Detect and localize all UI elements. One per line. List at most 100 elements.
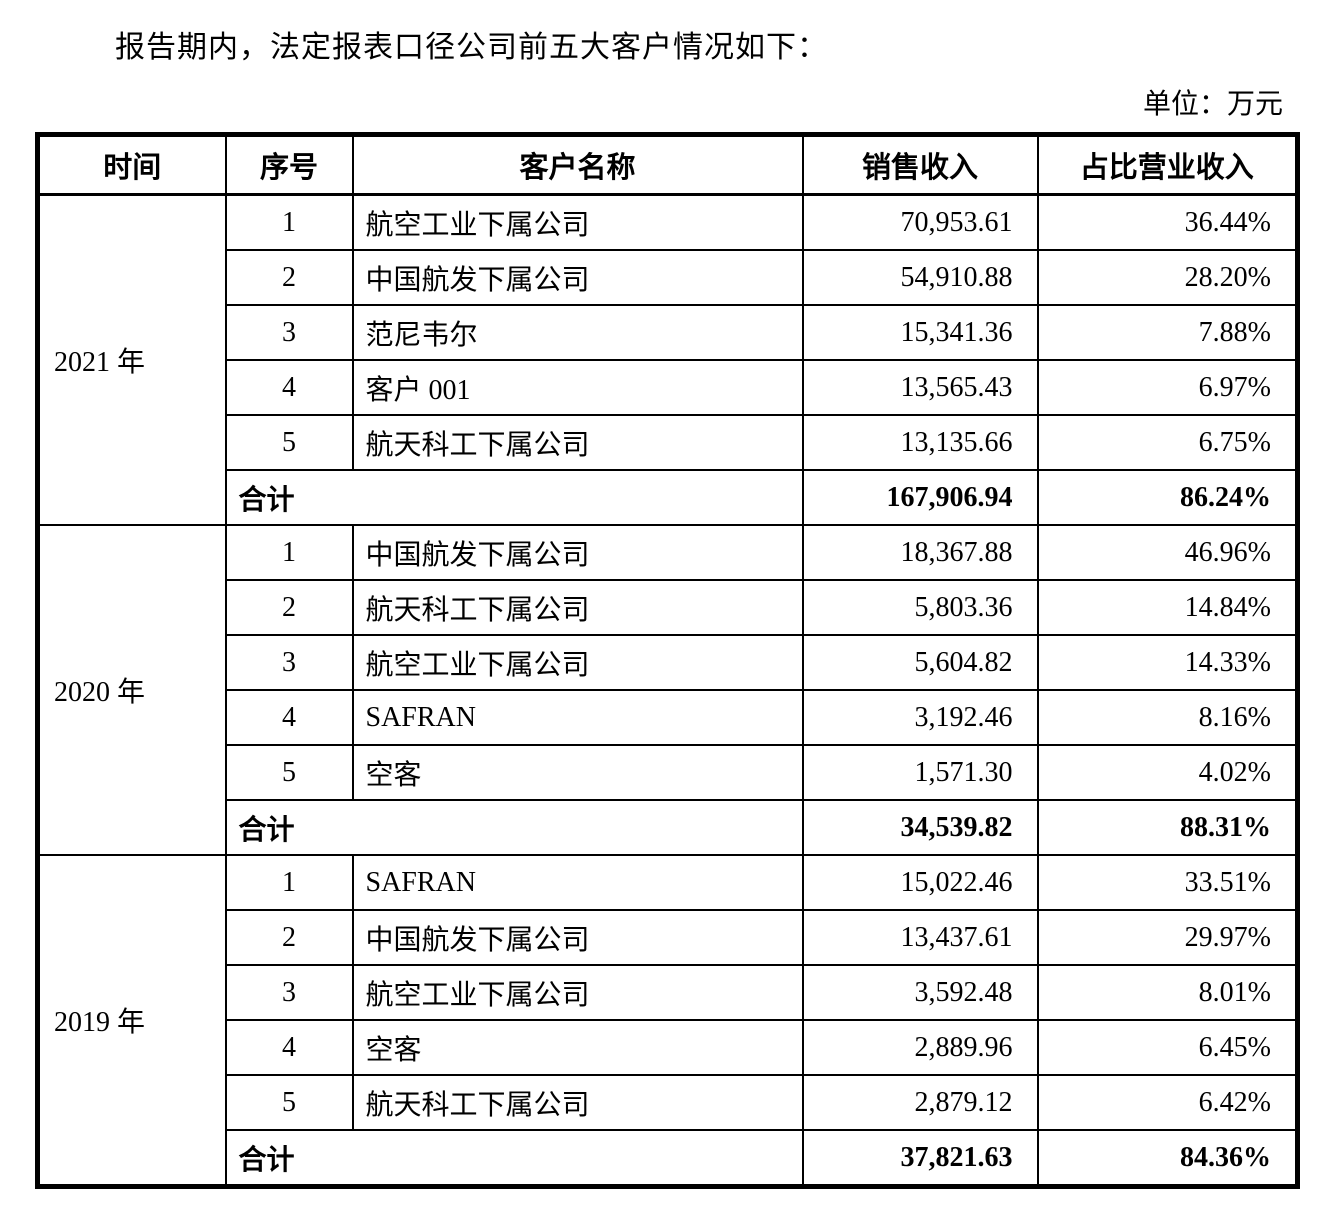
revenue-cell: 54,910.88 (801, 249, 1039, 306)
revenue-share-cell: 8.01% (1036, 964, 1299, 1021)
total-revenue-cell: 37,821.63 (801, 1129, 1039, 1188)
revenue-share-cell: 6.97% (1036, 359, 1299, 416)
customer-name-cell: 空客 (351, 744, 804, 801)
revenue-share-cell: 8.16% (1036, 689, 1299, 746)
unit-label: 单位：万元 (1142, 89, 1283, 120)
rank-cell: 3 (224, 634, 354, 691)
table-header-row: 时间 序号 客户名称 销售收入 占比营业收入 (36, 133, 1299, 196)
total-row: 合计 34,539.82 88.31% (38, 799, 1299, 856)
column-header-share: 占比营业收入 (1036, 133, 1299, 196)
top-customers-table: 时间 序号 客户名称 销售收入 占比营业收入 2021 年 1 航空工业下属公司 70… (35, 132, 1300, 1189)
column-header-revenue: 销售收入 (801, 133, 1039, 196)
revenue-cell: 3,192.46 (801, 689, 1039, 746)
revenue-share-cell: 36.44% (1036, 193, 1299, 251)
customer-name-cell: 航天科工下属公司 (351, 579, 804, 636)
customer-name-cell: 航空工业下属公司 (351, 634, 804, 691)
column-header-rank: 序号 (224, 133, 354, 196)
revenue-cell: 3,592.48 (801, 964, 1039, 1021)
revenue-cell: 18,367.88 (801, 524, 1039, 581)
table-row: 3 航空工业下属公司 3,592.48 8.01% (38, 964, 1299, 1021)
revenue-share-cell: 7.88% (1036, 304, 1299, 361)
table-row: 2020 年 1 中国航发下属公司 18,367.88 46.96% (36, 524, 1299, 856)
rank-cell: 2 (224, 579, 354, 636)
customer-name-cell: 中国航发下属公司 (351, 524, 804, 581)
table-row: 3 航空工业下属公司 5,604.82 14.33% (38, 634, 1299, 691)
customer-name-cell: 中国航发下属公司 (351, 909, 804, 966)
rank-cell: 4 (224, 359, 354, 416)
rank-cell: 3 (224, 964, 354, 1021)
rank-cell: 2 (224, 249, 354, 306)
rank-cell: 5 (224, 744, 354, 801)
total-revenue-cell: 34,539.82 (801, 799, 1039, 856)
table-row: 2019 年 1 SAFRAN 15,022.46 33.51% (36, 854, 1299, 1188)
customer-name-cell: 范尼韦尔 (351, 304, 804, 361)
table-row: 5 航天科工下属公司 2,879.12 6.42% (38, 1074, 1299, 1131)
revenue-share-cell: 28.20% (1036, 249, 1299, 306)
rank-cell: 5 (224, 1074, 354, 1131)
rank-cell: 4 (224, 689, 354, 746)
customer-name-cell: 航空工业下属公司 (351, 964, 804, 1021)
table-body: 2021 年 1 航空工业下属公司 70,953.61 36.44% 2 中国航发下属公司 5… (36, 193, 1299, 1188)
total-revenue-cell: 167,906.94 (801, 469, 1039, 526)
table-row: 2021 年 1 航空工业下属公司 70,953.61 36.44% (36, 193, 1299, 526)
revenue-cell: 13,565.43 (801, 359, 1039, 416)
rank-cell: 1 (224, 854, 354, 911)
rank-cell: 5 (224, 414, 354, 471)
revenue-share-cell: 6.75% (1036, 414, 1299, 471)
customer-name-cell: 航天科工下属公司 (351, 414, 804, 471)
revenue-cell: 5,604.82 (801, 634, 1039, 691)
revenue-share-cell: 14.33% (1036, 634, 1299, 691)
column-header-period: 时间 (36, 133, 227, 196)
table-row: 4 客户 001 13,565.43 6.97% (38, 359, 1299, 416)
table-row: 5 航天科工下属公司 13,135.66 6.75% (38, 414, 1299, 471)
revenue-share-cell: 14.84% (1036, 579, 1299, 636)
revenue-cell: 70,953.61 (801, 193, 1039, 251)
period-cell: 2021 年 (36, 193, 227, 526)
total-label-cell: 合计 (224, 1129, 804, 1188)
table-row: 4 SAFRAN 3,192.46 8.16% (38, 689, 1299, 746)
revenue-share-cell: 6.42% (1036, 1074, 1299, 1131)
rank-cell: 3 (224, 304, 354, 361)
revenue-cell: 5,803.36 (801, 579, 1039, 636)
total-share-cell: 86.24% (1036, 469, 1299, 526)
revenue-share-cell: 4.02% (1036, 744, 1299, 801)
total-label-cell: 合计 (224, 799, 804, 856)
table-row: 4 空客 2,889.96 6.45% (38, 1019, 1299, 1076)
revenue-share-cell: 6.45% (1036, 1019, 1299, 1076)
table-row: 2 中国航发下属公司 54,910.88 28.20% (38, 249, 1299, 306)
revenue-cell: 1,571.30 (801, 744, 1039, 801)
total-share-cell: 84.36% (1036, 1129, 1299, 1188)
rank-cell: 1 (224, 524, 354, 581)
revenue-share-cell: 46.96% (1036, 524, 1299, 581)
period-cell: 2020 年 (36, 524, 227, 856)
customer-name-cell: SAFRAN (351, 689, 804, 746)
table-row: 3 范尼韦尔 15,341.36 7.88% (38, 304, 1299, 361)
revenue-cell: 13,135.66 (801, 414, 1039, 471)
customer-name-cell: 航空工业下属公司 (351, 193, 804, 251)
total-row: 合计 167,906.94 86.24% (38, 469, 1299, 526)
revenue-cell: 2,889.96 (801, 1019, 1039, 1076)
table-row: 2 航天科工下属公司 5,803.36 14.84% (38, 579, 1299, 636)
table-row: 5 空客 1,571.30 4.02% (38, 744, 1299, 801)
revenue-share-cell: 29.97% (1036, 909, 1299, 966)
revenue-share-cell: 33.51% (1036, 854, 1299, 911)
rank-cell: 2 (224, 909, 354, 966)
customer-name-cell: 空客 (351, 1019, 804, 1076)
total-share-cell: 88.31% (1036, 799, 1299, 856)
customer-name-cell: 航天科工下属公司 (351, 1074, 804, 1131)
revenue-cell: 13,437.61 (801, 909, 1039, 966)
table-row: 2 中国航发下属公司 13,437.61 29.97% (38, 909, 1299, 966)
revenue-cell: 15,022.46 (801, 854, 1039, 911)
rank-cell: 4 (224, 1019, 354, 1076)
customer-name-cell: 客户 001 (351, 359, 804, 416)
rank-cell: 1 (224, 193, 354, 251)
intro-text: 报告期内，法定报表口径公司前五大客户情况如下： (115, 31, 828, 64)
total-row: 合计 37,821.63 84.36% (38, 1129, 1299, 1188)
column-header-customer: 客户名称 (351, 133, 804, 196)
period-cell: 2019 年 (36, 854, 227, 1188)
revenue-cell: 15,341.36 (801, 304, 1039, 361)
customer-name-cell: 中国航发下属公司 (351, 249, 804, 306)
customer-name-cell: SAFRAN (351, 854, 804, 911)
total-label-cell: 合计 (224, 469, 804, 526)
